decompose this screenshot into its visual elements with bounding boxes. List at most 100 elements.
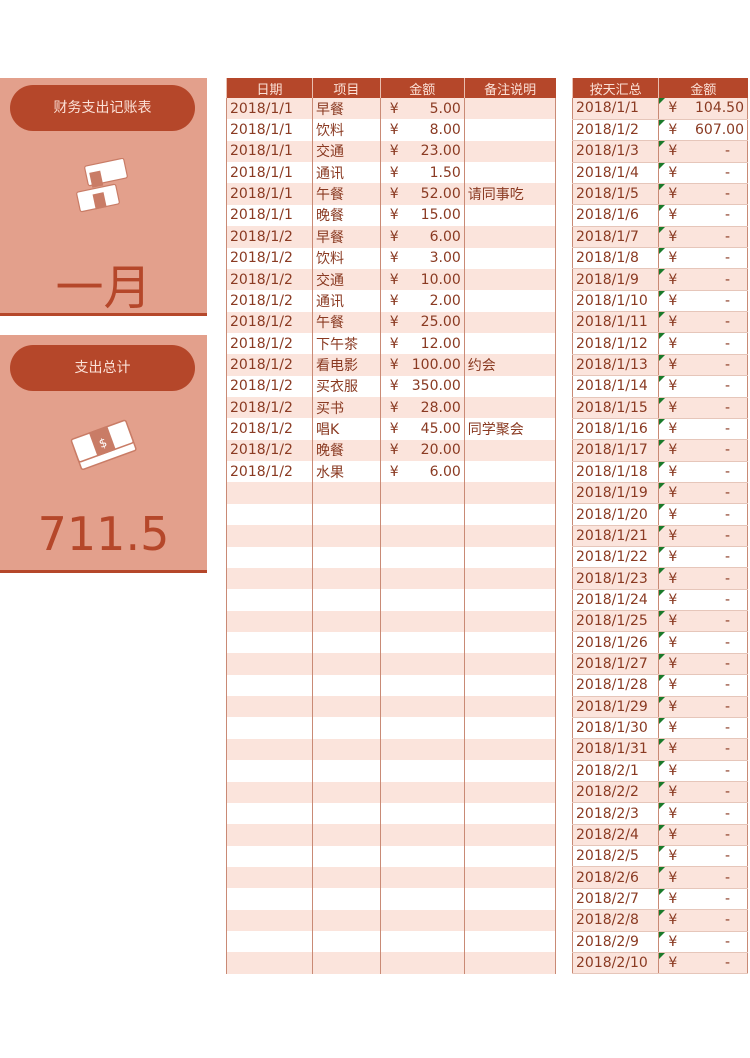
item-cell[interactable]: 晚餐 <box>311 439 381 462</box>
note-cell[interactable] <box>463 888 557 910</box>
item-cell[interactable] <box>311 931 381 953</box>
day-cell[interactable]: 2018/1/21 <box>571 525 660 548</box>
amount-cell[interactable] <box>379 546 465 568</box>
date-cell[interactable] <box>226 952 313 974</box>
day-cell[interactable]: 2018/2/3 <box>571 802 660 825</box>
item-cell[interactable] <box>311 845 381 867</box>
day-total-cell[interactable]: ¥ - <box>658 162 748 184</box>
note-cell[interactable] <box>463 546 557 568</box>
item-cell[interactable]: 早餐 <box>311 226 381 248</box>
date-cell[interactable]: 2018/1/1 <box>226 98 313 120</box>
day-total-cell[interactable]: ¥104.50 <box>658 98 748 120</box>
day-total-cell[interactable]: ¥ - <box>658 482 748 505</box>
day-total-cell[interactable]: ¥ - <box>658 247 748 270</box>
note-cell[interactable] <box>463 931 557 953</box>
note-cell[interactable] <box>463 845 557 867</box>
amount-cell[interactable]: ¥23.00 <box>379 140 465 163</box>
note-cell[interactable] <box>463 760 557 782</box>
day-cell[interactable]: 2018/1/31 <box>571 738 660 761</box>
amount-cell[interactable] <box>379 802 465 825</box>
day-cell[interactable]: 2018/1/6 <box>571 204 660 227</box>
note-cell[interactable] <box>463 952 557 974</box>
note-cell[interactable] <box>463 140 557 163</box>
amount-cell[interactable] <box>379 738 465 761</box>
date-cell[interactable]: 2018/1/1 <box>226 204 313 227</box>
date-cell[interactable]: 2018/1/2 <box>226 268 313 291</box>
day-total-cell[interactable]: ¥ - <box>658 781 748 804</box>
amount-cell[interactable]: ¥3.00 <box>379 247 465 269</box>
day-cell[interactable]: 2018/1/9 <box>571 268 660 291</box>
amount-cell[interactable] <box>379 845 465 867</box>
amount-cell[interactable] <box>379 503 465 526</box>
item-cell[interactable] <box>311 525 381 547</box>
note-cell[interactable] <box>463 696 557 718</box>
item-cell[interactable]: 交通 <box>311 140 381 163</box>
day-cell[interactable]: 2018/1/26 <box>571 631 660 654</box>
item-cell[interactable] <box>311 631 381 654</box>
day-cell[interactable]: 2018/1/23 <box>571 567 660 590</box>
date-cell[interactable] <box>226 631 313 654</box>
day-cell[interactable]: 2018/1/29 <box>571 696 660 718</box>
date-cell[interactable] <box>226 525 313 547</box>
day-total-cell[interactable]: ¥ - <box>658 226 748 249</box>
amount-cell[interactable]: ¥28.00 <box>379 397 465 419</box>
note-cell[interactable] <box>463 909 557 932</box>
amount-cell[interactable]: ¥6.00 <box>379 226 465 248</box>
item-cell[interactable] <box>311 546 381 568</box>
amount-cell[interactable]: ¥350.00 <box>379 375 465 398</box>
day-cell[interactable]: 2018/2/6 <box>571 866 660 889</box>
note-cell[interactable] <box>463 375 557 398</box>
item-cell[interactable] <box>311 717 381 739</box>
item-cell[interactable]: 唱K <box>311 418 381 440</box>
day-total-cell[interactable]: ¥ - <box>658 802 748 825</box>
note-cell[interactable] <box>463 674 557 697</box>
item-cell[interactable] <box>311 888 381 910</box>
date-cell[interactable] <box>226 589 313 611</box>
day-total-cell[interactable]: ¥ - <box>658 952 748 975</box>
day-total-cell[interactable]: ¥ - <box>658 653 748 676</box>
day-total-cell[interactable]: ¥ - <box>658 204 748 227</box>
day-total-cell[interactable]: ¥ - <box>658 696 748 718</box>
day-cell[interactable]: 2018/1/18 <box>571 461 660 483</box>
item-cell[interactable]: 午餐 <box>311 311 381 333</box>
date-cell[interactable] <box>226 674 313 697</box>
day-total-cell[interactable]: ¥ - <box>658 888 748 911</box>
item-cell[interactable] <box>311 802 381 825</box>
amount-cell[interactable]: ¥1.50 <box>379 162 465 184</box>
day-cell[interactable]: 2018/2/2 <box>571 781 660 804</box>
amount-cell[interactable]: ¥8.00 <box>379 119 465 141</box>
note-cell[interactable] <box>463 525 557 547</box>
day-cell[interactable]: 2018/1/15 <box>571 397 660 419</box>
day-total-cell[interactable]: ¥ - <box>658 589 748 612</box>
date-cell[interactable]: 2018/1/1 <box>226 183 313 205</box>
day-total-cell[interactable]: ¥ - <box>658 717 748 740</box>
date-cell[interactable] <box>226 845 313 867</box>
amount-cell[interactable]: ¥15.00 <box>379 204 465 227</box>
date-cell[interactable] <box>226 802 313 825</box>
day-total-cell[interactable]: ¥ - <box>658 845 748 868</box>
item-cell[interactable]: 饮料 <box>311 247 381 269</box>
item-cell[interactable] <box>311 589 381 611</box>
day-total-cell[interactable]: ¥ - <box>658 631 748 654</box>
amount-cell[interactable] <box>379 824 465 846</box>
day-cell[interactable]: 2018/2/9 <box>571 931 660 953</box>
day-cell[interactable]: 2018/1/16 <box>571 418 660 441</box>
day-cell[interactable]: 2018/1/10 <box>571 290 660 313</box>
day-cell[interactable]: 2018/1/17 <box>571 439 660 462</box>
item-cell[interactable]: 饮料 <box>311 119 381 141</box>
item-cell[interactable] <box>311 824 381 846</box>
date-cell[interactable]: 2018/1/2 <box>226 375 313 398</box>
amount-cell[interactable] <box>379 717 465 739</box>
item-cell[interactable] <box>311 482 381 504</box>
date-cell[interactable] <box>226 781 313 803</box>
day-total-cell[interactable]: ¥ - <box>658 610 748 633</box>
date-cell[interactable]: 2018/1/2 <box>226 439 313 462</box>
amount-cell[interactable]: ¥5.00 <box>379 98 465 120</box>
note-cell[interactable] <box>463 738 557 761</box>
note-cell[interactable] <box>463 482 557 504</box>
note-cell[interactable] <box>463 119 557 141</box>
day-total-cell[interactable]: ¥ - <box>658 397 748 419</box>
date-cell[interactable] <box>226 909 313 932</box>
item-cell[interactable] <box>311 952 381 974</box>
amount-cell[interactable]: ¥10.00 <box>379 268 465 291</box>
